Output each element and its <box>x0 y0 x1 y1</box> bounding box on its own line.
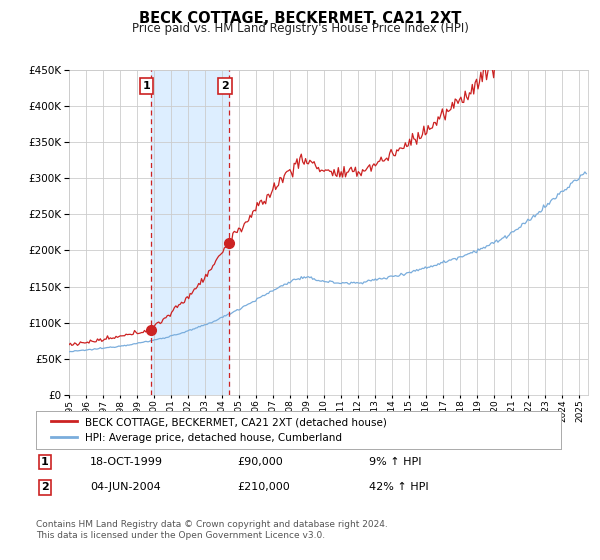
Text: 42% ↑ HPI: 42% ↑ HPI <box>369 482 428 492</box>
Text: BECK COTTAGE, BECKERMET, CA21 2XT: BECK COTTAGE, BECKERMET, CA21 2XT <box>139 11 461 26</box>
Text: 2: 2 <box>221 81 229 91</box>
Text: 18-OCT-1999: 18-OCT-1999 <box>90 457 163 467</box>
Text: 04-JUN-2004: 04-JUN-2004 <box>90 482 161 492</box>
Text: £90,000: £90,000 <box>237 457 283 467</box>
Text: Contains HM Land Registry data © Crown copyright and database right 2024.: Contains HM Land Registry data © Crown c… <box>36 520 388 529</box>
Text: 2: 2 <box>41 482 49 492</box>
Bar <box>151 70 229 395</box>
Text: 9% ↑ HPI: 9% ↑ HPI <box>369 457 421 467</box>
Text: 1: 1 <box>142 81 150 91</box>
Text: £210,000: £210,000 <box>237 482 290 492</box>
Text: This data is licensed under the Open Government Licence v3.0.: This data is licensed under the Open Gov… <box>36 531 325 540</box>
Legend: BECK COTTAGE, BECKERMET, CA21 2XT (detached house), HPI: Average price, detached: BECK COTTAGE, BECKERMET, CA21 2XT (detac… <box>46 413 391 447</box>
Text: Price paid vs. HM Land Registry's House Price Index (HPI): Price paid vs. HM Land Registry's House … <box>131 22 469 35</box>
Text: 1: 1 <box>41 457 49 467</box>
